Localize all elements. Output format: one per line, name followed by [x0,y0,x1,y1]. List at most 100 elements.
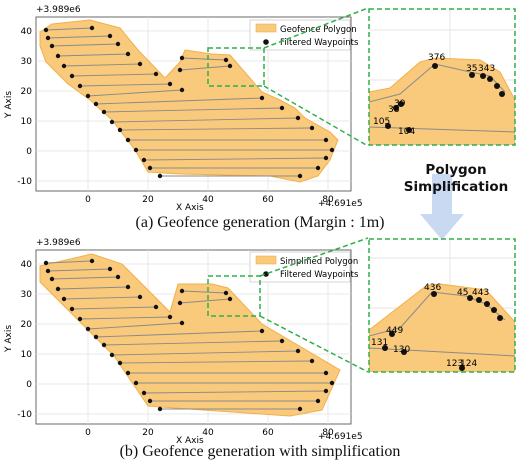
zoom-waypoint [398,101,404,107]
waypoint [259,328,265,334]
waypoint [101,109,107,115]
waypoint [77,83,83,89]
x-ticks: 0 20 40 60 80 [85,195,334,205]
waypoint [259,95,265,101]
waypoint-path [95,330,263,338]
x-tick-label: 0 [85,195,91,205]
zoom-waypoint [389,331,395,337]
y-tick-label: 40 [21,260,33,270]
zoom-region-box [207,275,261,317]
waypoint [43,260,49,266]
x-tick-label: 20 [142,195,154,205]
waypoint [93,334,99,340]
waypoint [101,342,107,348]
y-offset-label: +3.989e6 [36,5,81,15]
waypoint [55,53,61,59]
waypoint [295,115,301,121]
waypoint [315,398,321,404]
x-tick-label: 20 [142,428,154,438]
waypoint [157,173,163,179]
y-ticks: 40 30 20 10 0 -10 [17,260,32,420]
waypoint [295,348,301,354]
waypoint [107,33,113,39]
y-tick-label: 0 [26,380,32,390]
waypoint-path [51,43,119,47]
waypoint [279,338,285,344]
zoom-waypoint [491,307,497,313]
waypoint [125,284,131,290]
waypoint [309,125,315,131]
zoom-label: 39 [394,99,406,109]
waypoint-path [71,73,157,77]
legend-polygon-label: Geofence Polygon [280,25,357,35]
zoom-label: 45 [457,288,468,298]
zoom-label: 376 [428,53,445,63]
waypoint [177,300,183,306]
zoom-waypoint [480,73,486,79]
x-tick-label: 40 [202,195,214,205]
waypoint [167,81,173,87]
waypoint-path [79,83,171,87]
waypoint [147,398,153,404]
waypoint [85,93,91,99]
zoom-waypoint [467,295,473,301]
waypoint-path [79,316,171,320]
waypoint [109,119,115,125]
waypoint-path [47,35,111,39]
legend-polygon-label: Simplified Polygon [280,257,358,267]
waypoint [115,274,121,280]
y-tick-label: -10 [17,410,32,420]
waypoint-path [95,97,263,105]
waypoint [297,173,303,179]
waypoint-path [103,340,283,346]
zoom-label: 443 [472,288,489,298]
legend-waypoint-label: Filtered Waypoints [280,38,359,48]
zoom-label: 343 [478,64,495,74]
simplification-arrow [420,174,464,240]
waypoint-path [181,57,227,61]
waypoint [179,320,185,326]
x-ticks: 0 20 40 60 80 [85,428,334,438]
waypoint [227,296,233,302]
waypoint-path [57,286,129,290]
waypoint [49,43,55,49]
zoom-waypoint [432,63,438,69]
waypoint [55,286,61,292]
waypoint [177,67,183,73]
waypoint [85,326,91,332]
legend-waypoint-marker [263,39,269,45]
caption-a: (a) Geofence generation (Margin : 1m) [135,214,385,231]
zoom-connector-top [259,237,369,277]
zoom-connector-bottom [263,85,369,147]
arrow-label-line2: Simplification [403,179,509,195]
zoom-waypoint [469,72,475,78]
zoom-label: 449 [386,326,403,336]
zoom-waypoint [382,345,388,351]
zoom-waypoint [431,291,437,297]
waypoint-path [71,306,157,310]
waypoint [133,380,139,386]
y-tick-label: 30 [21,57,33,67]
zoom-label: 105 [373,117,390,127]
waypoint [279,105,285,111]
waypoint-path [45,27,93,31]
waypoint-paths [45,27,332,177]
zoom-label: 436 [424,283,441,293]
waypoint [125,137,131,143]
zoom-polygon [369,57,515,145]
x-tick-label: 60 [262,428,274,438]
waypoint [117,360,123,366]
y-ticks: 40 30 20 10 0 -10 [17,27,32,187]
y-tick-label: 10 [21,117,33,127]
zoom-inset: 376 35 343 38 39 105 104 [368,8,516,146]
zoom-waypoint [476,297,482,303]
waypoint [323,388,329,394]
x-offset-label: +4.691e5 [318,432,363,442]
zoom-waypoint [487,76,493,82]
waypoints [43,258,335,412]
waypoint [93,101,99,107]
waypoint [45,268,51,274]
waypoint [329,380,335,386]
legend: Simplified Polygon Filtered Waypoints [249,251,359,283]
legend-waypoint-label: Filtered Waypoints [280,270,359,280]
